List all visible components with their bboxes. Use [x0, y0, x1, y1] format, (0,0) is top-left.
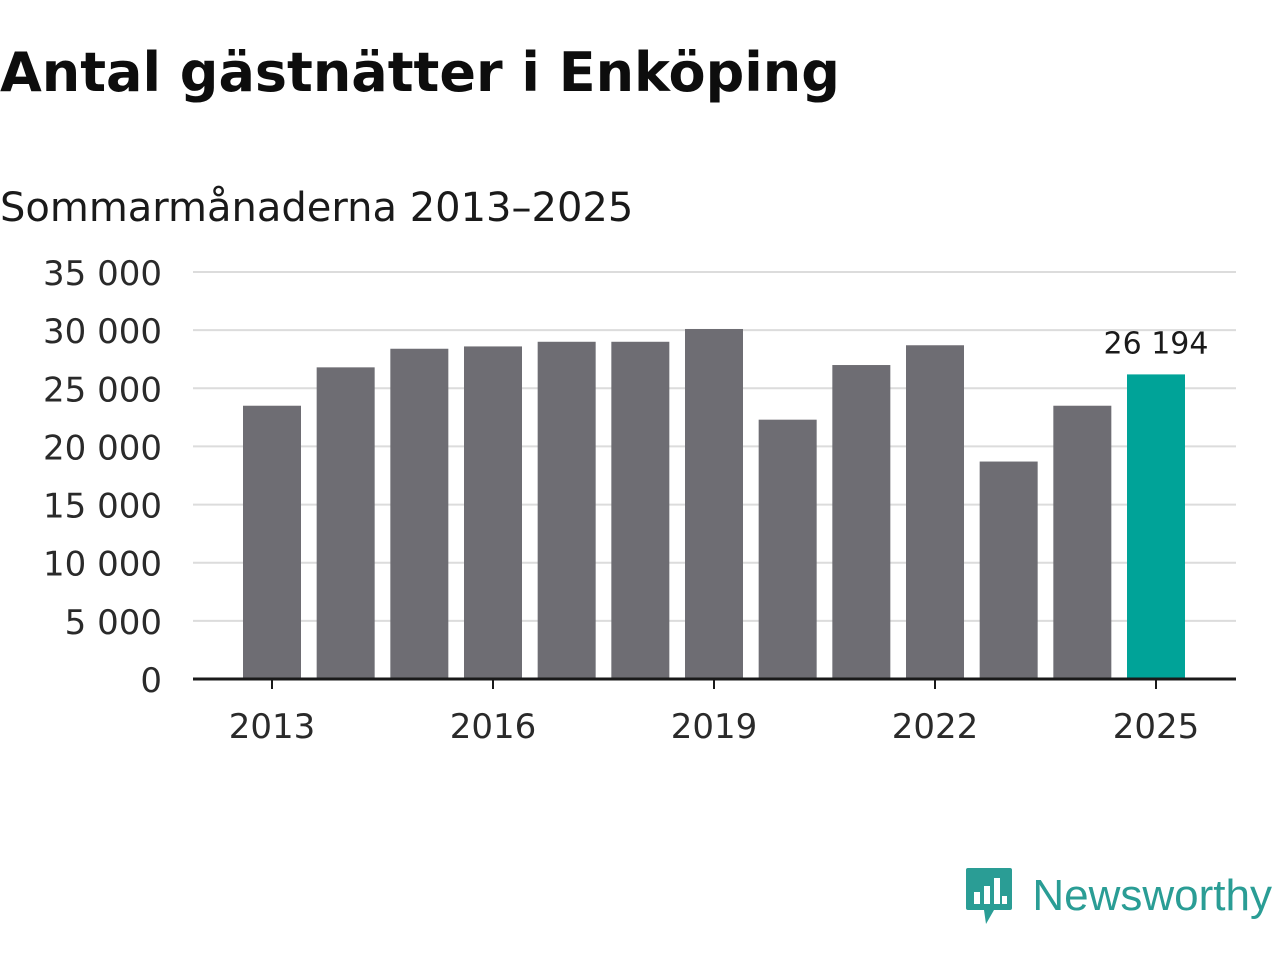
y-tick-label: 10 000 [43, 545, 162, 585]
y-tick-label: 15 000 [43, 487, 162, 527]
newsworthy-logo-icon [966, 868, 1013, 924]
bar-2015 [390, 348, 449, 679]
bar-2017 [537, 341, 596, 679]
bar-2018 [611, 341, 670, 679]
y-tick-label: 20 000 [43, 428, 162, 468]
bar-chart: 0 5 000 10 000 15 000 20 000 25 000 30 000 35 0… [43, 254, 1236, 747]
bar-2014 [316, 367, 375, 679]
bar-2013 [243, 405, 301, 679]
x-tick-label: 2013 [229, 707, 316, 747]
bar-2024 [1053, 405, 1112, 679]
chart-title: Antal gästnätter i Enköping [0, 41, 840, 104]
data-label-highlight: 26 194 [1104, 326, 1209, 361]
y-tick-label: 0 [140, 661, 162, 701]
y-tick-label: 35 000 [43, 254, 162, 294]
bar-2021 [832, 365, 891, 679]
brand-logo: Newsworthy [964, 864, 1272, 928]
bar-2019 [685, 328, 743, 679]
y-tick-label: 30 000 [43, 312, 162, 352]
x-tick-label: 2022 [892, 707, 979, 747]
bar-2025 [1127, 374, 1185, 679]
bar-2023 [979, 461, 1038, 679]
brand-name: Newsworthy [1032, 871, 1272, 920]
y-tick-label: 5 000 [65, 603, 162, 643]
bar-2016 [464, 346, 522, 679]
bar-2022 [906, 345, 964, 679]
chart-subtitle: Sommarmånaderna 2013–2025 [0, 185, 634, 231]
y-tick-label: 25 000 [43, 370, 162, 410]
x-tick-label: 2016 [450, 707, 537, 747]
bar-2020 [758, 419, 817, 679]
x-tick-label: 2025 [1113, 707, 1200, 747]
x-tick-label: 2019 [671, 707, 758, 747]
